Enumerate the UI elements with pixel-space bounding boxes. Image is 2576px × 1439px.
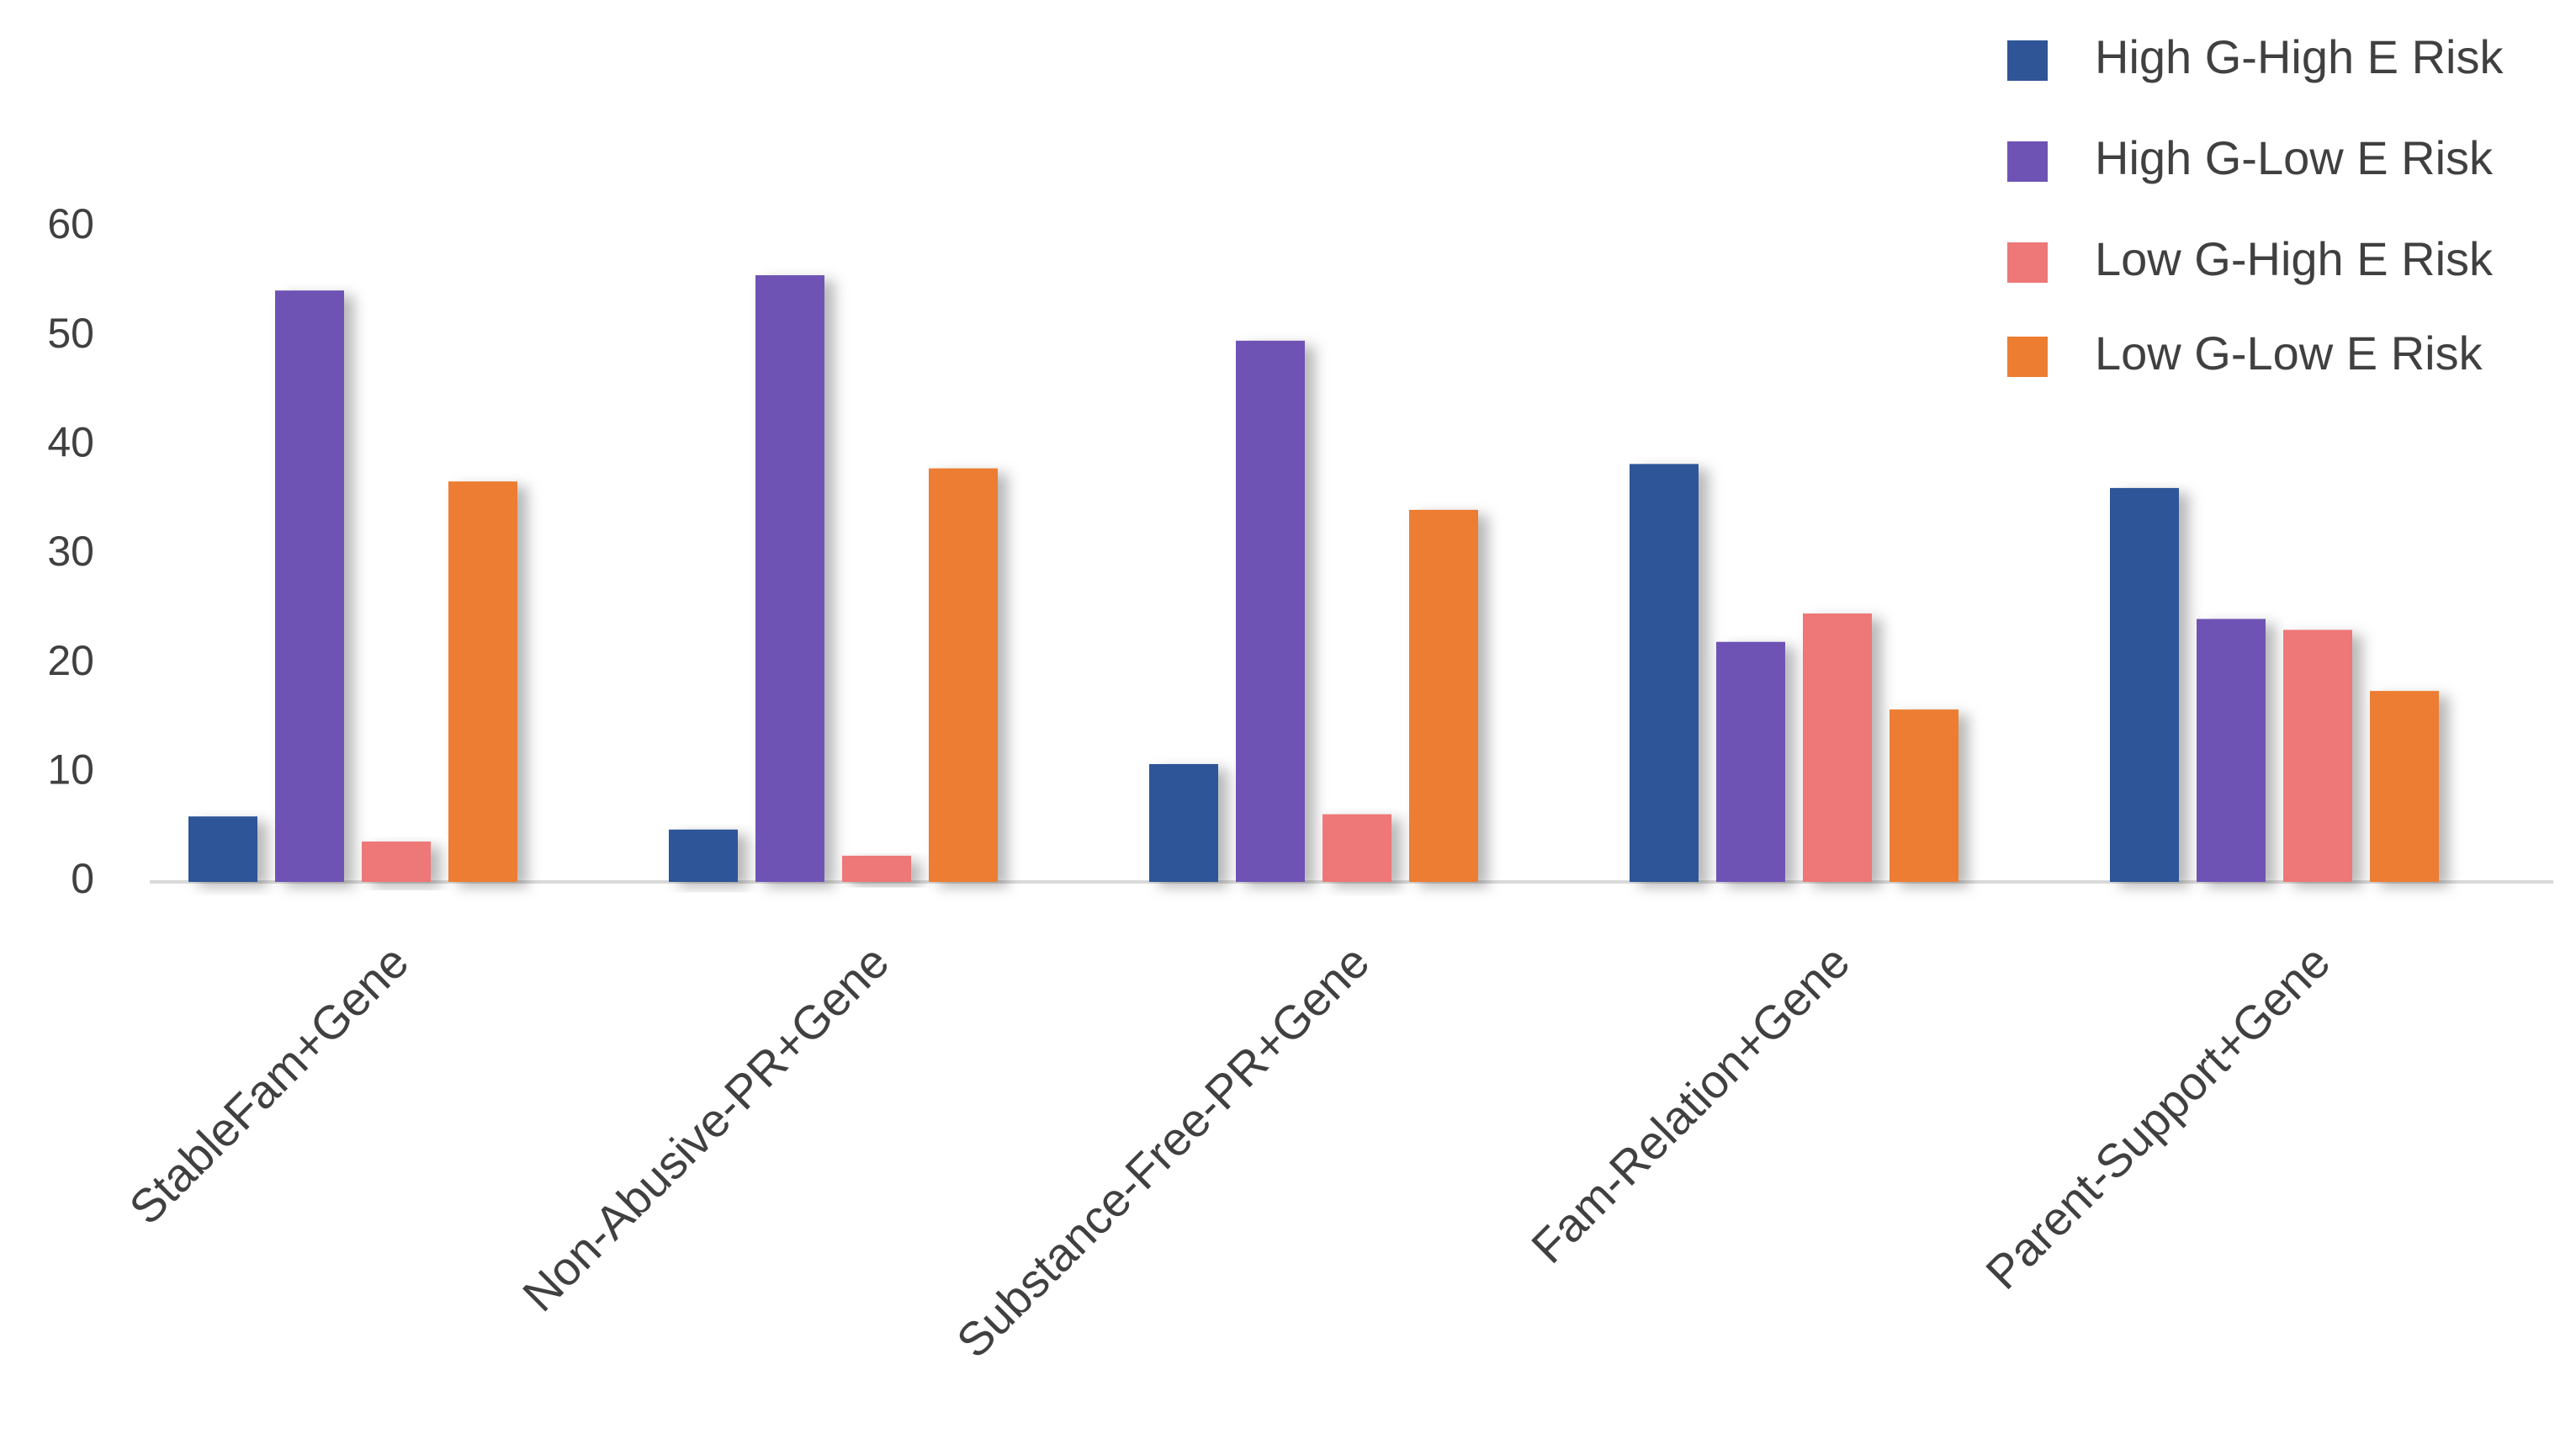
x-tick-label: Parent-Support+Gene [1975, 935, 2340, 1299]
bar [2370, 691, 2439, 882]
bar [362, 842, 431, 882]
x-tick-label: Non-Abusive-PR+Gene [512, 935, 898, 1321]
legend: High G-High E Risk High G-Low E Risk Low G… [2007, 30, 2504, 380]
y-axis: 0 10 20 30 40 50 60 [47, 200, 94, 902]
legend-item: Low G-High E Risk [2007, 232, 2494, 285]
bar-group [188, 290, 517, 882]
bar-group [1149, 340, 1478, 882]
legend-swatch [2007, 337, 2048, 377]
bar [2197, 619, 2266, 882]
y-tick-label: 50 [47, 310, 94, 357]
x-axis: StableFam+Gene Non-Abusive-PR+Gene Substan… [119, 935, 2340, 1367]
bar [1149, 763, 1218, 882]
legend-label: Low G-Low E Risk [2095, 327, 2483, 380]
bar-group [1630, 464, 1959, 882]
bars [188, 275, 2439, 882]
bar [188, 816, 257, 882]
bar [842, 855, 911, 882]
x-tick-label: Substance-Free-PR+Gene [946, 935, 1379, 1367]
bar [448, 481, 517, 882]
legend-item: High G-High E Risk [2007, 30, 2504, 83]
bar [1322, 814, 1391, 882]
legend-label: High G-Low E Risk [2095, 131, 2494, 184]
y-tick-label: 0 [71, 855, 94, 902]
bar-group [669, 275, 998, 882]
legend-label: High G-High E Risk [2095, 30, 2504, 83]
y-tick-label: 40 [47, 419, 94, 466]
bar [2110, 487, 2179, 882]
x-tick-label: Fam-Relation+Gene [1521, 935, 1859, 1273]
bar [669, 829, 738, 882]
bar [275, 290, 344, 882]
bar [1630, 464, 1699, 882]
bar [2283, 629, 2352, 882]
legend-item: Low G-Low E Risk [2007, 327, 2483, 380]
legend-swatch [2007, 141, 2048, 182]
bar [929, 468, 998, 882]
bar [1409, 509, 1478, 882]
y-tick-label: 20 [47, 637, 94, 684]
legend-swatch [2007, 242, 2048, 283]
legend-item: High G-Low E Risk [2007, 131, 2494, 184]
y-tick-label: 30 [47, 528, 94, 575]
bar [1716, 641, 1785, 882]
y-tick-label: 10 [47, 746, 94, 794]
bar-group [2110, 487, 2439, 882]
legend-swatch [2007, 40, 2048, 81]
bar [755, 275, 824, 882]
legend-label: Low G-High E Risk [2095, 232, 2494, 285]
bar [1803, 613, 1872, 882]
bar [1890, 709, 1959, 882]
bar [1236, 340, 1305, 882]
y-tick-label: 60 [47, 200, 94, 247]
x-tick-label: StableFam+Gene [119, 935, 418, 1235]
